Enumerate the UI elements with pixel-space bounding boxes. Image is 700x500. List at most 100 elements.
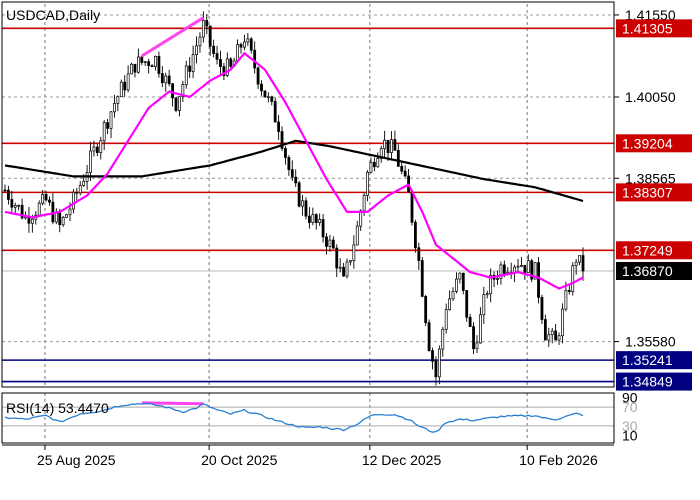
- level-price-label: 1.34849: [622, 374, 673, 390]
- rsi-line: [4, 402, 584, 433]
- candle-body: [198, 36, 202, 47]
- candle-body: [249, 38, 253, 51]
- candle-body: [475, 342, 479, 350]
- candle-body: [386, 139, 390, 153]
- candle-body: [400, 165, 404, 172]
- rsi-tick-label: 10: [622, 427, 638, 443]
- candle-body: [133, 63, 137, 73]
- level-price-label: 1.39204: [622, 135, 673, 151]
- candle-body: [533, 262, 537, 280]
- price-panel-frame: [1, 1, 615, 388]
- candle-body: [136, 56, 140, 73]
- candle-body: [273, 101, 277, 123]
- candle-body: [51, 201, 55, 223]
- candle-body: [520, 264, 523, 267]
- chart-frame: [1, 1, 615, 446]
- candle-body: [7, 189, 10, 200]
- candle-body: [208, 25, 212, 47]
- candle-body: [434, 360, 438, 378]
- candle-body: [472, 326, 475, 350]
- candle-body: [448, 298, 452, 310]
- candle-body: [10, 199, 14, 208]
- candle-body: [171, 83, 174, 99]
- candle-body: [540, 297, 544, 320]
- candle-body: [253, 49, 257, 69]
- time-tick-label: 12 Dec 2025: [362, 452, 442, 468]
- candle-body: [304, 200, 308, 217]
- candle-body: [393, 139, 397, 151]
- candle-body: [543, 319, 547, 341]
- candle-body: [222, 66, 226, 76]
- candle-body: [236, 44, 239, 62]
- candle-body: [219, 59, 222, 67]
- candle-body: [444, 309, 448, 330]
- candle-body: [239, 44, 243, 48]
- candle-body: [143, 61, 147, 64]
- candle-body: [195, 45, 198, 55]
- candle-body: [557, 335, 561, 341]
- candle-body: [523, 264, 527, 273]
- candle-body: [174, 97, 178, 111]
- candle-body: [246, 38, 250, 43]
- candle-body: [362, 195, 366, 212]
- candle-body: [157, 55, 161, 74]
- candle-body: [311, 214, 315, 223]
- candle-body: [526, 260, 530, 273]
- candle-body: [212, 45, 216, 54]
- candle-body: [41, 194, 45, 204]
- candle-body: [410, 191, 414, 223]
- level-price-tag: [616, 241, 692, 260]
- price-tick-label: 1.40050: [625, 89, 676, 105]
- candle-body: [379, 148, 383, 159]
- horizontal-levels: [2, 27, 614, 383]
- rsi-panel-frame: [1, 392, 615, 444]
- candle-body: [75, 191, 79, 194]
- level-price-label: 1.35241: [622, 352, 673, 368]
- candle-body: [65, 214, 68, 218]
- price-tick-label: 1.38565: [625, 170, 676, 186]
- candle-body: [335, 247, 339, 269]
- time-tick-label: 20 Oct 2025: [201, 452, 277, 468]
- candle-body: [116, 96, 120, 104]
- candle-body: [342, 266, 345, 277]
- candle-body: [184, 65, 188, 85]
- candle-body: [130, 63, 133, 75]
- candle-body: [372, 161, 376, 168]
- candle-body: [321, 219, 325, 238]
- candle-body: [263, 90, 267, 98]
- candle-body: [78, 185, 82, 194]
- candle-body: [561, 308, 564, 337]
- candle-body: [349, 260, 352, 263]
- candle-body: [581, 255, 585, 272]
- candle-body: [458, 272, 462, 280]
- candle-body: [188, 65, 192, 72]
- divergence-line: [141, 16, 205, 58]
- time-tick-label: 10 Feb 2026: [519, 452, 598, 468]
- candle-body: [502, 264, 506, 274]
- candle-body: [396, 150, 400, 167]
- candle-body: [99, 140, 103, 153]
- candle-body: [550, 330, 554, 336]
- level-price-label: 1.38307: [622, 184, 673, 200]
- level-price-tag: [616, 351, 692, 370]
- candle-body: [164, 75, 168, 84]
- level-price-tag: [616, 19, 692, 38]
- candle-body: [30, 218, 34, 224]
- level-price-label: 1.37249: [622, 242, 673, 258]
- candle-body: [554, 330, 558, 341]
- candle-body: [355, 225, 359, 246]
- candle-body: [359, 210, 363, 227]
- candle-body: [181, 84, 185, 98]
- price-tick-label: 1.41550: [625, 7, 676, 23]
- candle-body: [489, 274, 493, 295]
- candle-body: [270, 96, 274, 102]
- candle-body: [20, 204, 24, 219]
- candle-body: [13, 205, 17, 208]
- candle-body: [437, 348, 441, 378]
- candle-body: [225, 58, 229, 76]
- chart-title: USDCAD,Daily: [6, 7, 100, 23]
- candle-body: [68, 208, 72, 216]
- candle-body: [92, 146, 96, 152]
- level-price-tag: [616, 183, 692, 202]
